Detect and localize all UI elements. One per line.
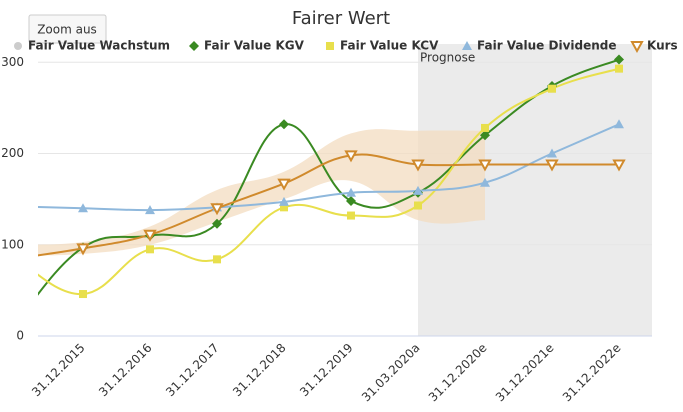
series-line [38,58,620,296]
zoom-button[interactable] [28,14,107,44]
x-tick-label: 31.12.2022e [560,341,624,405]
legend-marker [462,41,472,50]
data-point [279,119,289,130]
data-point [11,201,21,210]
data-point [346,195,356,206]
overlay: Prognose [420,51,475,65]
chart-title: Fairer Wert [292,8,390,29]
legend-label[interactable]: Fair Value Wachstum [28,39,170,53]
data-point [76,243,90,256]
data-point [213,255,221,264]
x-tick-label: 31.12.2017 [163,341,221,399]
legend-label[interactable]: Fair Value KGV [204,39,305,53]
y-tick-label: 0 [16,329,24,343]
x-tick-label: 31.12.2019 [297,341,355,399]
data-point [11,317,21,327]
legend-label[interactable]: Fair Value KCV [340,39,439,53]
legend-marker [189,41,199,51]
data-point [146,245,154,254]
data-point [280,203,288,212]
data-point [614,119,624,129]
plot-area [11,44,652,337]
data-point [612,159,626,172]
data-point [279,196,289,206]
data-point [11,254,21,263]
legend-marker [14,42,22,50]
data-point [480,130,490,141]
x-tick-label: 31.12.2016 [96,341,154,399]
data-point [347,211,355,220]
data-point [411,159,425,172]
data-point [346,187,356,197]
data-point [480,177,490,187]
x-tick-label: 31.12.2015 [29,341,87,399]
data-point [12,254,20,262]
data-point [478,159,492,172]
x-tick-label: 31.03.2020a [359,341,423,405]
data-point [547,148,557,158]
data-point [545,159,559,172]
data-point [212,218,222,229]
series-line [38,153,619,257]
legend-marker [326,42,334,50]
x-tick-label: 31.12.2020e [426,341,490,405]
data-point [79,290,87,299]
y-tick-label: 100 [1,237,24,251]
legend-label[interactable]: Fair Value Dividende [477,39,617,53]
y-tick-label: 300 [1,55,24,69]
forecast-label: Prognose [420,51,475,65]
data-point [614,54,624,65]
data-point [78,203,88,213]
data-point [344,150,358,163]
data-point [143,229,157,242]
legend-marker [630,41,644,54]
series-line [38,123,620,212]
series-line [38,67,620,296]
data-point [548,84,556,93]
x-tick-label: 31.12.2018 [230,341,288,399]
data-point [615,64,623,73]
y-tick-label: 200 [1,146,24,160]
data-point [145,205,155,215]
x-tick-label: 31.12.2021e [493,341,557,405]
zoom-button-label[interactable]: Zoom aus [37,23,97,37]
data-point [481,123,489,132]
data-point [210,203,224,216]
data-point [413,185,423,195]
data-point [277,178,291,191]
data-point [414,201,422,210]
legend-label[interactable]: Kurs [647,39,678,53]
